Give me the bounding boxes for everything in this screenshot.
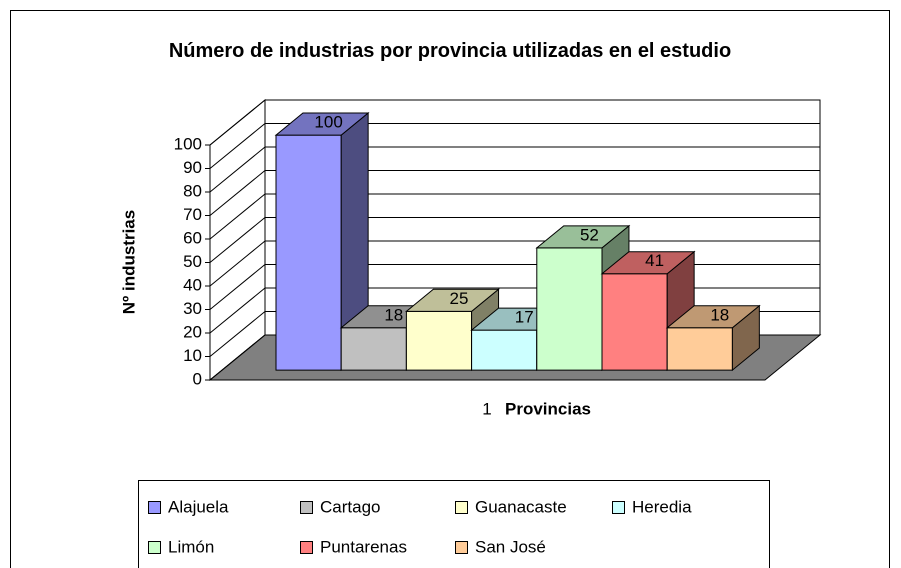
legend-label: Heredia — [632, 497, 692, 516]
bar-front — [340, 327, 407, 371]
legend-label: Puntarenas — [320, 537, 407, 556]
bar-top — [404, 288, 500, 312]
bar-top — [535, 225, 631, 249]
legend-swatch — [148, 541, 161, 554]
legend-swatch — [300, 541, 313, 554]
data-label: 52 — [580, 225, 599, 244]
legend-label: Cartago — [320, 497, 380, 516]
y-tick-label: 20 — [183, 322, 202, 341]
bar-top — [600, 251, 696, 275]
grid-line — [209, 264, 266, 310]
legend-label: Limón — [168, 537, 214, 556]
grid-line — [209, 146, 266, 193]
grid-line — [209, 287, 266, 334]
bar-front — [536, 247, 603, 371]
bar-front — [405, 310, 473, 371]
y-tick-label: 90 — [183, 158, 202, 177]
bar-front — [666, 327, 733, 371]
bar-front — [471, 329, 538, 371]
grid-line — [209, 217, 266, 263]
legend-label: Alajuela — [168, 497, 229, 516]
legend-swatch — [148, 501, 161, 514]
grid-line — [209, 334, 266, 381]
legend-label: Guanacaste — [475, 497, 567, 516]
legend-swatch — [300, 501, 313, 514]
bar-top — [665, 305, 761, 329]
legend-swatch — [455, 541, 468, 554]
data-label: 18 — [710, 305, 729, 324]
grid-line — [209, 193, 266, 240]
y-tick-label: 30 — [183, 299, 202, 318]
chart-title: Número de industrias por provincia utili… — [168, 40, 732, 62]
legend-swatch — [455, 501, 468, 514]
y-tick-label: 100 — [174, 134, 202, 153]
y-tick-label: 0 — [193, 369, 202, 388]
grid-line — [209, 311, 266, 357]
data-label: 18 — [384, 305, 403, 324]
y-tick-label: 70 — [183, 205, 202, 224]
grid-line — [209, 99, 266, 146]
y-tick-label: 50 — [183, 252, 202, 271]
data-label: 41 — [645, 251, 664, 270]
y-tick-label: 10 — [183, 346, 202, 365]
bar-front — [601, 273, 668, 371]
legend-label: San José — [475, 537, 546, 556]
x-tick-label: 1 — [482, 399, 491, 418]
data-label: 100 — [314, 113, 342, 132]
bar-front — [275, 134, 342, 371]
y-tick-label: 40 — [183, 275, 202, 294]
grid-line — [209, 170, 266, 216]
legend-swatch — [612, 501, 625, 514]
y-axis-title: Nº industrias — [119, 210, 138, 314]
y-tick-label: 60 — [183, 228, 202, 247]
legend-box — [138, 480, 770, 568]
grid-line — [209, 123, 266, 169]
grid-line — [209, 240, 266, 287]
y-tick-label: 80 — [183, 181, 202, 200]
data-label: 25 — [450, 289, 469, 308]
x-axis-title: Provincias — [505, 399, 591, 418]
bar-top — [274, 112, 370, 136]
data-label: 17 — [515, 308, 534, 327]
